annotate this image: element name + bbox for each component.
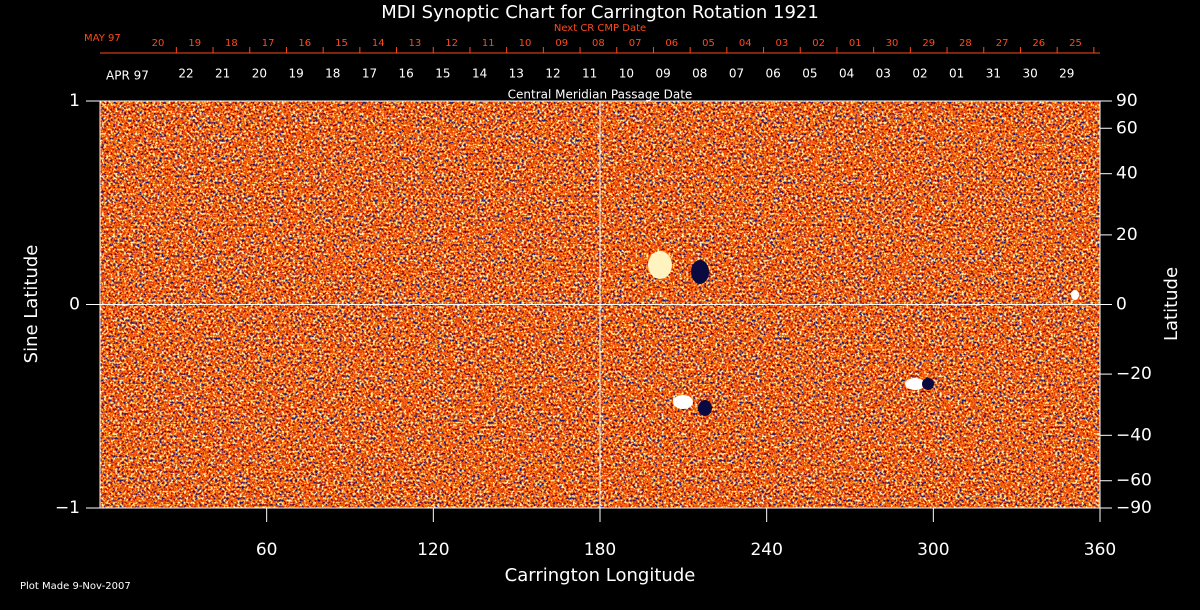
active-region	[698, 400, 712, 416]
next-cmp-date: 18	[225, 38, 238, 49]
next-cmp-date: 29	[922, 38, 935, 49]
active-region	[673, 395, 693, 409]
cmp-date: 14	[472, 67, 487, 81]
next-cmp-axis-label: Next CR CMP Date	[554, 23, 646, 34]
y2-tick-label: 40	[1116, 164, 1138, 184]
active-region	[691, 260, 709, 284]
y-tick-label: 1	[69, 91, 80, 111]
x-axis-label: Carrington Longitude	[505, 565, 696, 586]
next-cmp-date: 07	[629, 38, 642, 49]
cmp-date: 20	[252, 67, 267, 81]
y2-tick-label: −90	[1116, 498, 1152, 518]
cmp-date: 10	[619, 67, 634, 81]
cmp-date: 29	[1059, 67, 1074, 81]
y2-tick-label: 20	[1116, 225, 1138, 245]
next-cmp-date: 30	[886, 38, 899, 49]
chart-title: MDI Synoptic Chart for Carrington Rotati…	[381, 2, 819, 23]
y-axis-label: Sine Latitude	[21, 245, 42, 364]
footnote: Plot Made 9-Nov-2007	[20, 581, 131, 592]
y2-tick-label: 90	[1116, 91, 1138, 111]
next-cmp-date: 08	[592, 38, 605, 49]
x-tick-label: 360	[1084, 540, 1116, 560]
next-cmp-date: 20	[152, 38, 165, 49]
next-cmp-date: 16	[298, 38, 311, 49]
active-region	[922, 378, 934, 390]
next-cmp-date: 06	[665, 38, 678, 49]
next-cmp-date: 25	[1069, 38, 1082, 49]
cmp-date: 17	[362, 67, 377, 81]
cmp-date: 08	[692, 67, 707, 81]
cmp-date: 09	[655, 67, 670, 81]
next-cmp-month: MAY 97	[84, 33, 121, 44]
cmp-axis-label: Central Meridian Passage Date	[508, 88, 693, 102]
x-tick-label: 120	[417, 540, 449, 560]
y-tick-label: −1	[55, 498, 80, 518]
next-cmp-date: 02	[812, 38, 825, 49]
next-cmp-date: 19	[188, 38, 201, 49]
next-cmp-date: 05	[702, 38, 715, 49]
cmp-date: 15	[435, 67, 450, 81]
active-region	[648, 251, 672, 279]
next-cmp-date: 27	[996, 38, 1009, 49]
next-cmp-date: 26	[1032, 38, 1045, 49]
y2-tick-label: −20	[1116, 364, 1152, 384]
y2-tick-label: −40	[1116, 425, 1152, 445]
cmp-date: 30	[1022, 67, 1037, 81]
cmp-date: 05	[802, 67, 817, 81]
y2-tick-label: 60	[1116, 118, 1138, 138]
next-cmp-date: 14	[372, 38, 385, 49]
y2-tick-label: −60	[1116, 471, 1152, 491]
next-cmp-date: 15	[335, 38, 348, 49]
x-tick-label: 60	[256, 540, 278, 560]
next-cmp-date: 17	[262, 38, 275, 49]
cmp-date: 18	[325, 67, 340, 81]
y2-tick-label: 0	[1116, 295, 1127, 315]
cmp-date: 16	[399, 67, 414, 81]
next-cmp-date: 01	[849, 38, 862, 49]
next-cmp-date: 09	[555, 38, 568, 49]
next-cmp-date: 28	[959, 38, 972, 49]
cmp-date: 01	[949, 67, 964, 81]
cmp-month: APR 97	[106, 69, 149, 83]
next-cmp-date: 04	[739, 38, 752, 49]
cmp-date: 06	[766, 67, 781, 81]
x-tick-label: 300	[917, 540, 949, 560]
cmp-date: 12	[545, 67, 560, 81]
cmp-date: 11	[582, 67, 597, 81]
y2-axis-label: Latitude	[1161, 267, 1182, 341]
next-cmp-date: 03	[776, 38, 789, 49]
cmp-date: 13	[509, 67, 524, 81]
next-cmp-date: 13	[409, 38, 422, 49]
active-region	[1071, 290, 1079, 300]
cmp-date: 21	[215, 67, 230, 81]
cmp-date: 07	[729, 67, 744, 81]
cmp-date: 02	[912, 67, 927, 81]
next-cmp-date: 11	[482, 38, 495, 49]
cmp-date: 03	[876, 67, 891, 81]
x-tick-label: 240	[750, 540, 782, 560]
next-cmp-date: 12	[445, 38, 458, 49]
x-tick-label: 180	[584, 540, 616, 560]
active-region	[905, 378, 925, 390]
cmp-date: 22	[178, 67, 193, 81]
cmp-date: 19	[288, 67, 303, 81]
y-tick-label: 0	[69, 295, 80, 315]
next-cmp-date: 10	[519, 38, 532, 49]
cmp-date: 31	[986, 67, 1001, 81]
cmp-date: 04	[839, 67, 854, 81]
